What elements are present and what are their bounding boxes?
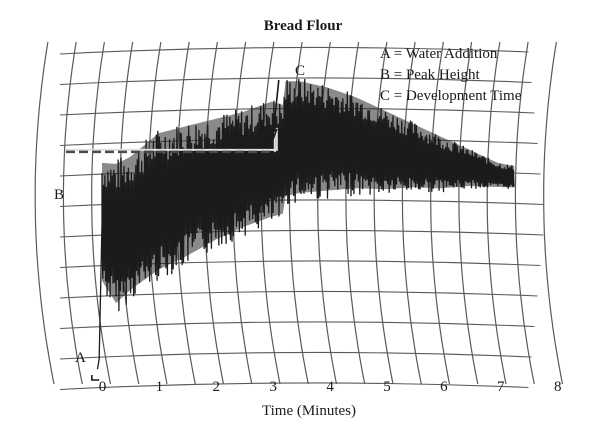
- x-tick-label: 3: [269, 379, 277, 395]
- legend-entry-b: B = Peak Height: [380, 67, 481, 83]
- x-axis-label: Time (Minutes): [262, 403, 356, 419]
- x-tick-label: 7: [497, 379, 505, 395]
- grid-line-horizontal: [59, 351, 532, 360]
- x-tick-label: 8: [554, 379, 562, 395]
- x-tick-label: 2: [213, 379, 221, 395]
- x-tick-label: 0: [99, 379, 107, 395]
- grid-line-vertical: [34, 41, 55, 385]
- grid-line-horizontal: [59, 321, 535, 330]
- grid-line-vertical: [458, 41, 479, 385]
- chart-title: Bread Flour: [264, 18, 343, 34]
- grid-line-vertical: [543, 41, 564, 385]
- grid-line-vertical: [345, 41, 366, 385]
- marker-a-label: A: [75, 350, 86, 366]
- water-addition-marker: [91, 375, 100, 381]
- grid-line-vertical: [514, 41, 535, 385]
- x-tick-label: 5: [383, 379, 391, 395]
- grid-line-vertical: [373, 41, 394, 385]
- x-tick-label: 6: [440, 379, 448, 395]
- grid-line-vertical: [486, 41, 507, 385]
- x-tick-label: 1: [156, 379, 164, 395]
- grid-line-horizontal: [59, 46, 529, 55]
- grid-line-horizontal: [59, 290, 538, 299]
- chart-annotations: [66, 79, 280, 381]
- grid-line-vertical: [401, 41, 422, 385]
- legend: A = Water Addition B = Peak Height C = D…: [380, 46, 522, 104]
- trace-line: [96, 78, 515, 370]
- grid-line-horizontal: [59, 77, 532, 86]
- marker-c-label: C: [295, 63, 305, 79]
- x-tick-label: 4: [326, 379, 334, 395]
- grid-line-vertical: [91, 41, 112, 385]
- grid-line-horizontal: [59, 382, 529, 391]
- peak-height-highlight: [66, 127, 278, 151]
- legend-entry-c: C = Development Time: [380, 88, 522, 104]
- x-tick-labels: 0 1 2 3 4 5 6 7 8: [99, 379, 562, 395]
- marker-b-label: B: [54, 187, 64, 203]
- grid-line-vertical: [430, 41, 451, 385]
- development-time-arrowhead: [268, 127, 278, 143]
- grid-line-vertical: [62, 41, 83, 385]
- legend-entry-a: A = Water Addition: [380, 46, 498, 62]
- mixogram-trace: [96, 78, 515, 370]
- development-time-arrow: [272, 79, 280, 138]
